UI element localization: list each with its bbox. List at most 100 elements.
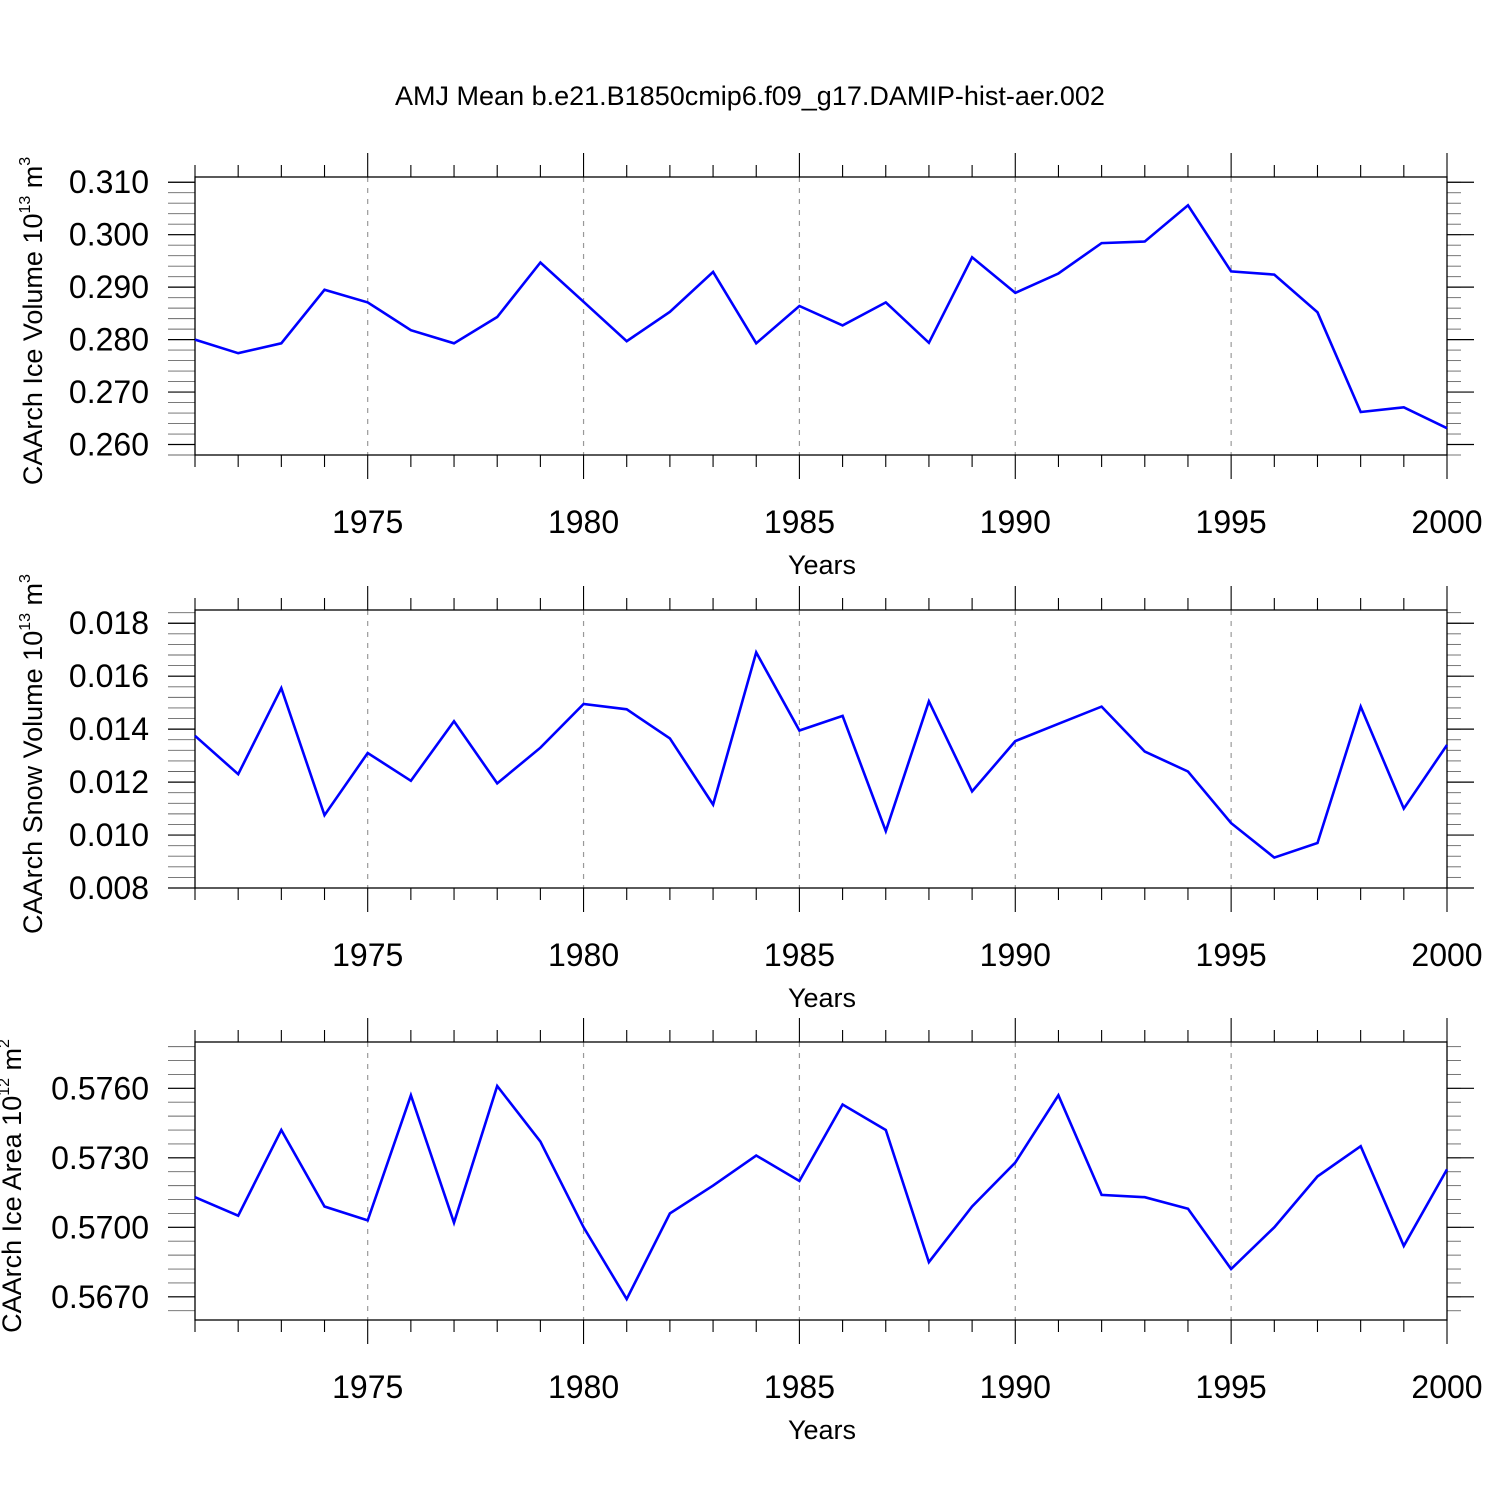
data-point [279, 1128, 283, 1132]
data-point [495, 1084, 499, 1088]
data-point [1402, 807, 1406, 811]
y-tick-label: 0.280 [69, 322, 149, 358]
data-point [323, 813, 327, 817]
data-point [797, 304, 801, 308]
data-point [1315, 310, 1319, 314]
chart-title: AMJ Mean b.e21.B1850cmip6.f09_g17.DAMIP-… [395, 81, 1105, 111]
data-point [1402, 1244, 1406, 1248]
y-tick-label: 0.008 [69, 870, 149, 906]
plot-frame [194, 176, 1448, 456]
data-point [1445, 1167, 1449, 1171]
y-tick-label: 0.260 [69, 427, 149, 463]
data-point [970, 1204, 974, 1208]
data-point [538, 260, 542, 264]
x-tick-label: 1980 [548, 937, 619, 973]
data-point [236, 351, 240, 355]
data-point [1402, 405, 1406, 409]
y-axis-label: CAArch Ice Volume 1013 m3 [17, 157, 48, 485]
data-point [582, 300, 586, 304]
data-point [754, 650, 758, 654]
y-tick-label: 0.010 [69, 817, 149, 853]
x-tick-label: 2000 [1411, 504, 1482, 540]
data-point [409, 328, 413, 332]
x-tick-label: 1990 [980, 1369, 1051, 1405]
data-point [1056, 722, 1060, 726]
chart-panels: 1975 1980 1985 1990 1995 2000 0.260 0.270 0.280 0… [0, 153, 1483, 1445]
y-tick-label: 0.5700 [51, 1209, 149, 1245]
data-point [1056, 1093, 1060, 1097]
data-point [1229, 1267, 1233, 1271]
x-axis-label: Years [788, 983, 856, 1013]
data-point [409, 779, 413, 783]
data-point [927, 699, 931, 703]
y-tick-label: 0.300 [69, 217, 149, 253]
data-point [711, 803, 715, 807]
data-point [1143, 1195, 1147, 1199]
data-point [754, 341, 758, 345]
x-tick-label: 2000 [1411, 937, 1482, 973]
data-point [1186, 203, 1190, 207]
data-point [193, 1195, 197, 1199]
data-point [668, 310, 672, 314]
data-point [711, 1184, 715, 1188]
x-tick-label: 1980 [548, 504, 619, 540]
y-tick-label: 0.290 [69, 269, 149, 305]
data-point [452, 719, 456, 723]
data-point [1229, 269, 1233, 273]
y-tick-label: 0.310 [69, 164, 149, 200]
data-point [1013, 1160, 1017, 1164]
x-tick-label: 1990 [980, 504, 1051, 540]
data-point [1143, 240, 1147, 244]
plot-frame [194, 609, 1448, 889]
data-point [236, 1214, 240, 1218]
data-point [797, 1179, 801, 1183]
x-axis-label: Years [788, 1415, 856, 1445]
data-point [582, 1225, 586, 1229]
data-point [1445, 426, 1449, 430]
data-point [841, 323, 845, 327]
y-tick-label: 0.270 [69, 374, 149, 410]
series-line [194, 1083, 1449, 1302]
data-point [366, 300, 370, 304]
y-tick-label: 0.012 [69, 764, 149, 800]
data-point [1013, 291, 1017, 295]
data-point [1445, 743, 1449, 747]
data-point [495, 781, 499, 785]
data-point [193, 338, 197, 342]
data-point [366, 1218, 370, 1222]
x-tick-label: 1980 [548, 1369, 619, 1405]
data-point [495, 315, 499, 319]
x-tick-label: 1975 [332, 937, 403, 973]
data-point [538, 1140, 542, 1144]
data-point [884, 300, 888, 304]
data-point [1359, 1144, 1363, 1148]
data-point [1272, 273, 1276, 277]
data-point [927, 1260, 931, 1264]
data-point [625, 339, 629, 343]
data-point [668, 1211, 672, 1215]
x-tick-label: 1990 [980, 937, 1051, 973]
x-axis-label: Years [788, 550, 856, 580]
chart-panel-1: 1975 1980 1985 1990 1995 2000 0.260 0.270 0.280 0… [17, 153, 1483, 580]
x-tick-label: 1985 [764, 504, 835, 540]
data-point [538, 746, 542, 750]
x-tick-label: 1975 [332, 1369, 403, 1405]
data-point [1013, 739, 1017, 743]
x-tick-label: 1985 [764, 1369, 835, 1405]
data-point [1272, 856, 1276, 860]
y-tick-label: 0.5730 [51, 1140, 149, 1176]
data-point [884, 829, 888, 833]
x-tick-label: 1995 [1196, 937, 1267, 973]
y-tick-label: 0.5670 [51, 1279, 149, 1315]
data-point [582, 702, 586, 706]
data-point [970, 255, 974, 259]
data-point [366, 751, 370, 755]
data-point [1100, 705, 1104, 709]
y-axis-label: CAArch Snow Volume 1013 m3 [17, 574, 48, 934]
data-point [1186, 1207, 1190, 1211]
x-tick-label: 1995 [1196, 504, 1267, 540]
x-tick-label: 1995 [1196, 1369, 1267, 1405]
x-tick-label: 1975 [332, 504, 403, 540]
data-point [1272, 1225, 1276, 1229]
data-point [452, 1221, 456, 1225]
